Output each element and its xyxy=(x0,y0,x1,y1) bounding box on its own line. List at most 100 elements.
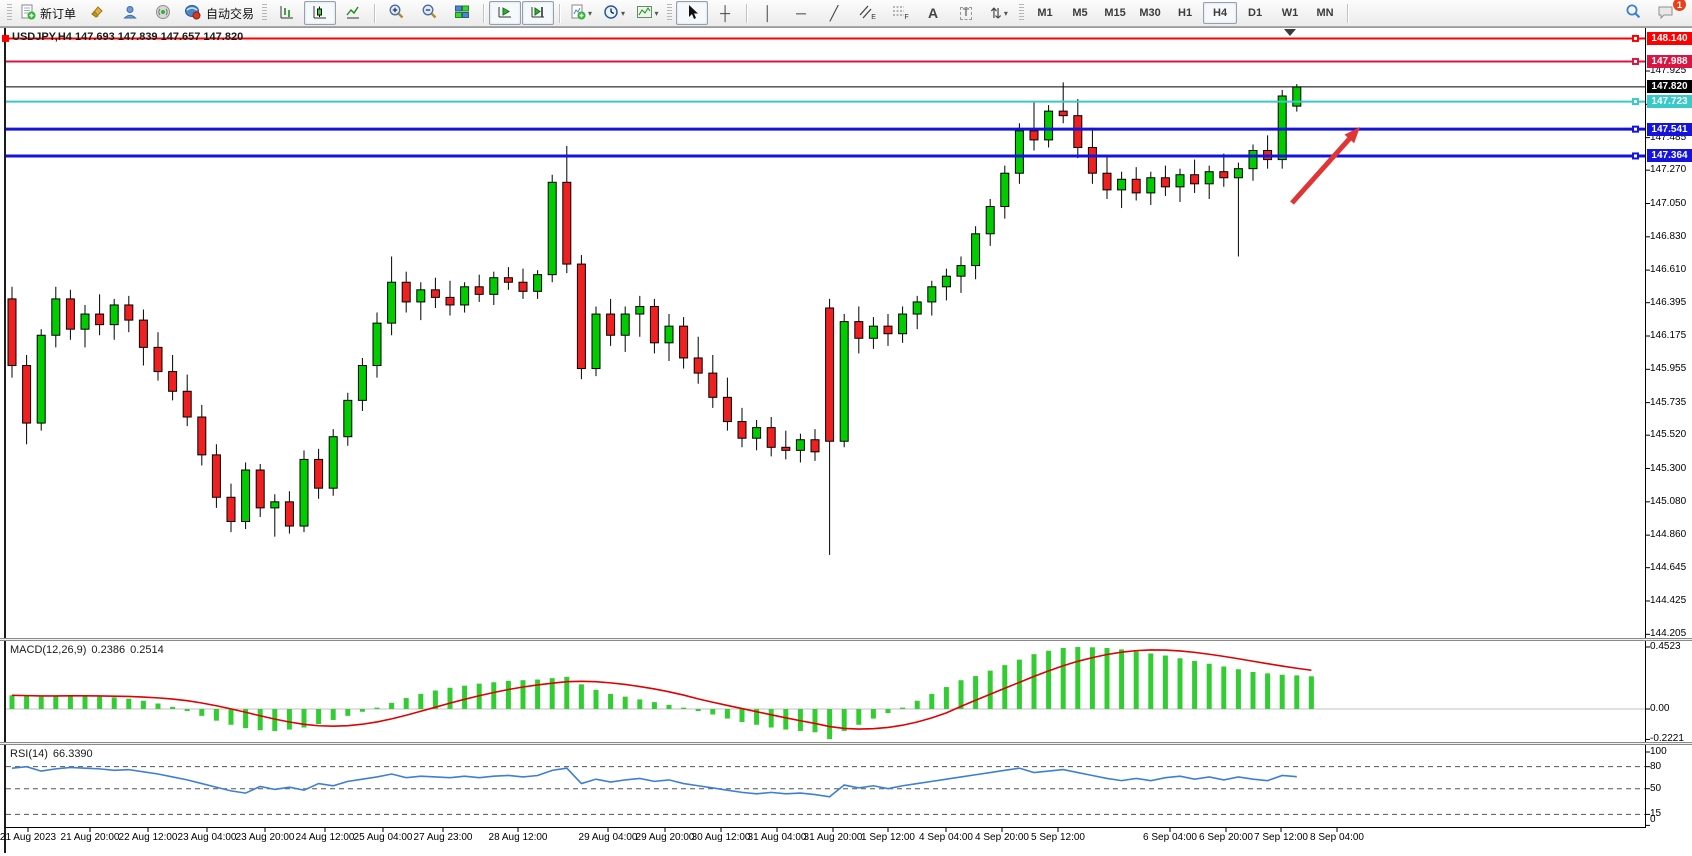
rsi-axis-tick: 100 xyxy=(1650,746,1667,757)
toolbar-grip[interactable] xyxy=(7,4,12,22)
price-axis-tick: 147.485 xyxy=(1650,131,1687,143)
price-line-badge[interactable]: 147.364 xyxy=(1647,149,1692,163)
toolbar-grip[interactable] xyxy=(667,4,673,22)
time-axis-label: 23 Aug 20:00 xyxy=(235,832,295,843)
fibonacci-sub-label: F xyxy=(904,13,909,21)
horizontal-line-button[interactable]: ─ xyxy=(785,1,817,25)
price-line-badge[interactable]: 147.988 xyxy=(1647,54,1692,68)
zoom-out-icon xyxy=(421,3,438,23)
chart-canvas[interactable] xyxy=(0,28,1645,828)
eraser-icon xyxy=(89,4,105,23)
fibonacci-icon xyxy=(891,4,906,22)
trendline-button[interactable]: ╱ xyxy=(818,1,850,25)
time-axis-label: 27 Aug 23:00 xyxy=(413,832,473,843)
toolbar-grip[interactable] xyxy=(262,4,268,22)
toolbar-separator xyxy=(746,3,748,23)
timeframe-button-h1[interactable]: H1 xyxy=(1178,7,1193,19)
price-line-badge[interactable]: 147.541 xyxy=(1647,122,1692,136)
vertical-line-button[interactable]: │ xyxy=(752,1,784,25)
chevron-down-icon[interactable]: ▾ xyxy=(621,8,626,18)
rsi-indicator-label: RSI(14) 66.3390 xyxy=(10,748,98,760)
cursor-button[interactable] xyxy=(676,1,709,25)
autoscroll-button[interactable] xyxy=(489,1,522,25)
horizontal-line-icon: ─ xyxy=(796,5,806,21)
templates-icon xyxy=(636,4,653,23)
text-label-button[interactable]: T xyxy=(950,1,982,25)
rsi-axis-tick: 80 xyxy=(1650,760,1662,772)
timeframe-button-m5[interactable]: M5 xyxy=(1072,7,1088,19)
signal-button[interactable] xyxy=(147,1,179,25)
timeframe-button-d1[interactable]: D1 xyxy=(1248,7,1263,19)
zoom-out-button[interactable] xyxy=(413,1,445,25)
line-chart-button[interactable] xyxy=(337,1,369,25)
channel-sub-label: E xyxy=(871,13,876,21)
price-axis-tick: 145.735 xyxy=(1650,396,1687,408)
eraser-button[interactable] xyxy=(81,1,113,25)
new-order-button[interactable]: 新订单 xyxy=(16,1,80,25)
search-button[interactable] xyxy=(1617,1,1649,25)
time-axis-label: 7 Sep 12:00 xyxy=(1254,832,1308,843)
toolbar-grip[interactable] xyxy=(1019,4,1025,22)
chevron-down-icon[interactable]: ▾ xyxy=(588,8,593,18)
equidistant-channel-icon xyxy=(858,4,873,22)
timeframe-button-w1[interactable]: W1 xyxy=(1281,7,1299,19)
zoom-in-button[interactable] xyxy=(380,1,412,25)
price-line-badge[interactable]: 147.820 xyxy=(1647,80,1692,94)
chart-title: USDJPY,H4 147.693 147.839 147.657 147.82… xyxy=(12,31,244,43)
time-axis-label: 25 Aug 04:00 xyxy=(353,832,413,843)
tile-windows-icon xyxy=(454,4,470,23)
text-button[interactable]: A xyxy=(917,1,949,25)
timeframe-button-h4[interactable]: H4 xyxy=(1203,2,1238,24)
timeframe-button-m15[interactable]: M15 xyxy=(1104,7,1126,19)
time-axis-label: 21 Aug 20:00 xyxy=(60,832,120,843)
profile-button[interactable] xyxy=(114,1,146,25)
tile-windows-button[interactable] xyxy=(446,1,478,25)
toolbar-separator xyxy=(1347,3,1349,23)
toolbar-separator xyxy=(559,3,561,23)
indicators-button[interactable]: ▾ xyxy=(565,1,597,25)
periods-button[interactable]: ▾ xyxy=(598,1,630,25)
toolbar-separator xyxy=(483,3,485,23)
chevron-down-icon[interactable]: ▾ xyxy=(654,8,659,18)
new-order-icon xyxy=(20,4,36,23)
timeframe-button-m30[interactable]: M30 xyxy=(1139,7,1161,19)
toolbar-separator xyxy=(374,3,376,23)
autoscroll-icon xyxy=(497,4,513,23)
candlestick-button[interactable] xyxy=(304,1,337,25)
arrows-button[interactable]: ⇅ ▾ xyxy=(983,1,1015,25)
chevron-down-icon[interactable]: ▾ xyxy=(1003,8,1008,18)
macd-axis-tick: -0.2221 xyxy=(1650,733,1684,745)
time-axis-label: 4 Sep 04:00 xyxy=(919,832,973,843)
rsi-name: RSI(14) xyxy=(10,748,48,760)
fibonacci-button[interactable]: F xyxy=(884,1,916,25)
autotrade-button[interactable]: 自动交易 xyxy=(180,1,258,25)
templates-button[interactable]: ▾ xyxy=(631,1,663,25)
macd-indicator-label: MACD(12,26,9) 0.2386 0.2514 xyxy=(10,644,169,656)
new-order-label: 新订单 xyxy=(40,6,77,21)
time-axis-label: 5 Sep 12:00 xyxy=(1031,832,1085,843)
time-axis-label: 23 Aug 04:00 xyxy=(177,832,237,843)
bar-chart-icon xyxy=(279,4,295,23)
price-axis-tick: 146.175 xyxy=(1650,330,1687,341)
time-axis-label: 22 Aug 12:00 xyxy=(118,832,178,843)
time-axis-label: 31 Aug 20:00 xyxy=(803,832,863,843)
time-axis-label: 29 Aug 20:00 xyxy=(635,832,695,843)
timeframe-button-m1[interactable]: M1 xyxy=(1037,7,1053,19)
time-axis-label: 21 Aug 2023 xyxy=(0,832,57,843)
crosshair-button[interactable]: ┼ xyxy=(709,1,741,25)
equidistant-channel-button[interactable]: E xyxy=(851,1,883,25)
crosshair-icon: ┼ xyxy=(720,5,730,21)
zoom-in-icon xyxy=(388,3,405,23)
notification-badge: 1 xyxy=(1672,0,1687,12)
chart-shift-button[interactable] xyxy=(522,1,555,25)
timeframe-button-mn[interactable]: MN xyxy=(1316,7,1334,19)
bar-chart-button[interactable] xyxy=(271,1,303,25)
price-axis-tick: 146.610 xyxy=(1650,264,1687,276)
price-line-badge[interactable]: 147.723 xyxy=(1647,95,1692,109)
cursor-icon xyxy=(685,4,699,23)
time-axis-label: 4 Sep 20:00 xyxy=(975,832,1029,843)
price-axis-tick: 144.645 xyxy=(1650,561,1687,573)
macd-value: 0.2386 xyxy=(91,644,126,656)
price-line-badge[interactable]: 148.140 xyxy=(1647,31,1692,45)
notifications-button[interactable]: 1 xyxy=(1650,0,1687,25)
